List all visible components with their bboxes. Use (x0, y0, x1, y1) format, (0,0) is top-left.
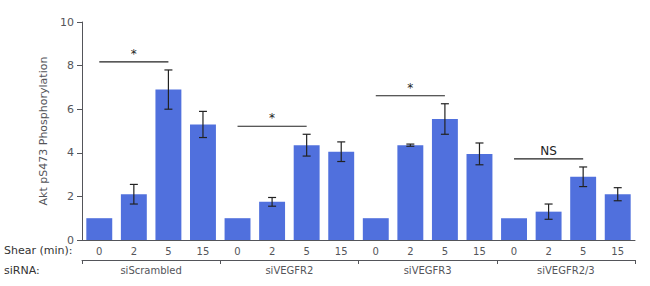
svg-text:siScrambled: siScrambled (120, 265, 181, 276)
svg-text:2: 2 (545, 246, 551, 257)
svg-text:NS: NS (540, 144, 557, 158)
svg-text:2: 2 (407, 246, 413, 257)
svg-text:0: 0 (373, 246, 379, 257)
svg-text:Akt pS473 Phosphorylation: Akt pS473 Phosphorylation (37, 57, 50, 206)
svg-text:6: 6 (67, 103, 74, 116)
svg-text:5: 5 (303, 246, 309, 257)
svg-text:10: 10 (60, 16, 74, 29)
svg-text:15: 15 (611, 246, 624, 257)
svg-text:8: 8 (67, 59, 74, 72)
svg-text:siVEGFR3: siVEGFR3 (404, 265, 452, 276)
svg-text:5: 5 (165, 246, 171, 257)
svg-text:2: 2 (67, 190, 74, 203)
svg-text:Shear (min):: Shear (min): (4, 244, 73, 257)
svg-text:2: 2 (131, 246, 137, 257)
svg-text:*: * (269, 111, 275, 125)
svg-text:5: 5 (580, 246, 586, 257)
svg-text:*: * (407, 81, 413, 95)
svg-text:0: 0 (67, 234, 74, 247)
svg-text:2: 2 (269, 246, 275, 257)
svg-text:siVEGFR2: siVEGFR2 (265, 265, 313, 276)
svg-text:15: 15 (197, 246, 210, 257)
svg-text:0: 0 (96, 246, 102, 257)
svg-text:15: 15 (335, 246, 348, 257)
svg-text:5: 5 (442, 246, 448, 257)
svg-text:siRNA:: siRNA: (4, 264, 40, 277)
svg-text:*: * (131, 47, 137, 61)
svg-text:0: 0 (511, 246, 517, 257)
svg-text:0: 0 (234, 246, 240, 257)
svg-text:4: 4 (67, 146, 74, 159)
svg-text:15: 15 (473, 246, 486, 257)
svg-text:siVEGFR2/3: siVEGFR2/3 (537, 265, 595, 276)
